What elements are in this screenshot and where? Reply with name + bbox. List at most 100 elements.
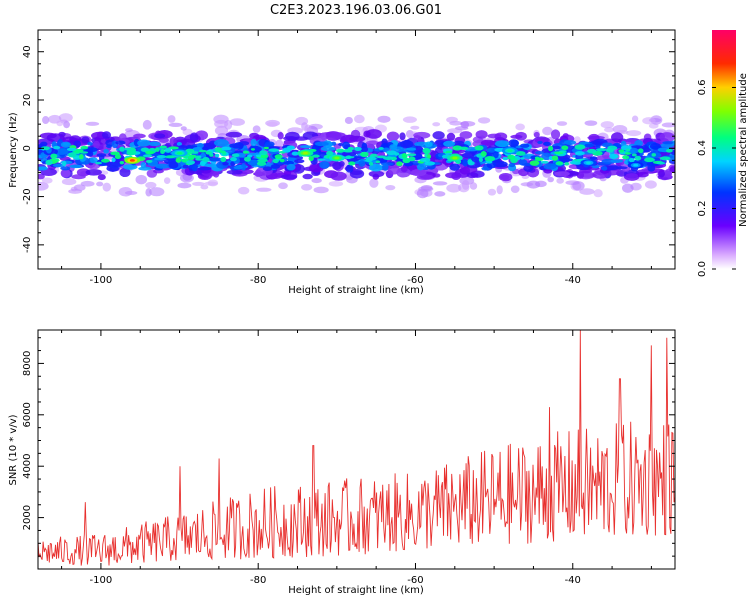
spectrogram-cell <box>563 140 577 145</box>
spectrogram-cell <box>154 133 166 139</box>
spectrogram-cell <box>60 166 71 171</box>
colorbar-tick-label: 0.2 <box>697 201 708 217</box>
spectrogram-cell <box>593 189 603 198</box>
spectrogram-cell <box>419 157 431 163</box>
colorbar-tick-label: 0.6 <box>697 80 708 96</box>
spectrogram-cell <box>40 141 48 147</box>
spectrogram-cell <box>313 186 329 194</box>
spectrogram-cell <box>400 140 414 148</box>
spectrogram-cell <box>229 143 244 149</box>
spectrogram-cell <box>61 178 77 186</box>
spectrogram-cell <box>400 165 408 173</box>
spectrogram-cell <box>214 119 229 128</box>
spectrogram-hotspot <box>585 161 591 165</box>
spectrogram-cell <box>279 158 285 163</box>
spectrogram-cell <box>572 181 585 191</box>
spectrogram-hotspot <box>129 159 135 162</box>
spectrogram-cell <box>345 164 354 173</box>
spectrogram-cell <box>168 146 179 150</box>
spectrogram-cell <box>558 158 574 162</box>
spectrogram-cell <box>268 148 280 152</box>
spectrogram-cell <box>311 154 320 158</box>
spectrogram-cell <box>111 157 116 163</box>
spectrogram-cell <box>252 125 261 133</box>
spectrogram-cell <box>122 164 138 170</box>
spectrogram-cell <box>496 185 503 195</box>
figure-title: C2E3.2023.196.03.06.G01 <box>270 3 442 18</box>
spectrogram-cell <box>115 140 126 145</box>
spectrogram-panel: -100 -80 -60 -40 -40 -20 0 20 40 Height of stra… <box>8 29 676 296</box>
spectrogram-cell <box>291 151 299 156</box>
spectrogram-cell <box>575 151 585 156</box>
spectrogram-cell <box>460 121 470 129</box>
spectrogram-cell <box>244 156 252 162</box>
spectrogram-cell <box>62 142 70 146</box>
spectrogram-cell <box>256 161 267 166</box>
spectrogram-cell <box>529 160 540 166</box>
spectrogram-cell <box>326 150 334 157</box>
spectrogram-cell <box>160 149 165 155</box>
spectrogram-cell <box>205 151 212 155</box>
colorbar-gradient <box>712 30 736 269</box>
spectrogram-cell <box>135 174 148 185</box>
x-tick-label: -60 <box>407 275 423 286</box>
spectrogram-cell <box>637 148 644 154</box>
spectrogram-cell <box>164 147 172 153</box>
spectrogram-hotspot <box>507 149 513 153</box>
spectrogram-cell <box>443 140 456 147</box>
spectrogram-cell <box>119 161 125 165</box>
spectrogram-cell <box>341 151 357 157</box>
spectrogram-cell <box>377 115 391 123</box>
x-tick-label: -40 <box>565 275 581 286</box>
spectrogram-cell <box>96 153 107 157</box>
spectrogram-cell <box>191 165 198 172</box>
spectrogram-cell <box>93 140 100 150</box>
spectrogram-cell <box>257 159 268 163</box>
spectrogram-cell <box>159 145 167 149</box>
spectrogram-cell <box>314 141 329 147</box>
spectrogram-cell <box>286 163 296 171</box>
spectrogram-cell <box>622 155 630 160</box>
spectrogram-cell <box>628 158 635 163</box>
spectrogram-cell <box>385 185 396 191</box>
spectrogram-cell <box>535 157 544 162</box>
spectrogram-cell <box>278 182 288 190</box>
spectrogram-cell <box>41 177 53 184</box>
spectrogram-cell <box>634 140 643 147</box>
colorbar-tick-label: 0.4 <box>697 140 708 156</box>
spectrogram-cell <box>263 146 270 150</box>
spectrogram-cell <box>266 121 278 128</box>
spectrogram-cell <box>389 144 398 151</box>
spectrogram-cell <box>631 115 639 123</box>
spectrogram-cell <box>52 145 61 150</box>
spectrogram-hotspot <box>302 151 308 155</box>
spectrogram-cell <box>202 157 210 163</box>
spectrogram-cell <box>478 157 483 163</box>
spectrogram-cell <box>661 122 675 128</box>
spectrogram-cell <box>540 160 549 164</box>
spectrogram-cell <box>413 135 422 141</box>
y-tick-label: 40 <box>22 45 33 58</box>
y-tick-label: 2000 <box>22 505 33 530</box>
spectrogram-cell <box>242 150 249 154</box>
spectrogram-cell <box>319 161 330 169</box>
spectrogram-cell <box>60 168 71 178</box>
spectrogram-cell <box>52 163 66 168</box>
spectrogram-cell <box>644 157 655 163</box>
spectrogram-cell <box>636 171 649 178</box>
spectrogram-cell <box>396 161 403 167</box>
spectrogram-cell <box>199 149 208 153</box>
y-tick-label: 20 <box>22 94 33 107</box>
spectrogram-cell <box>669 166 675 173</box>
spectrogram-cell <box>69 164 83 169</box>
spectrogram-cell <box>665 148 673 153</box>
colorbar-tick-label: 0.0 <box>697 261 708 277</box>
x-tick-label: -100 <box>90 275 113 286</box>
spectrogram-cell <box>241 162 247 171</box>
spectrogram-cell <box>543 141 551 147</box>
spectrogram-x-label: Height of straight line (km) <box>288 285 424 296</box>
spectrogram-cell <box>204 163 219 168</box>
spectrogram-cell <box>399 132 406 141</box>
